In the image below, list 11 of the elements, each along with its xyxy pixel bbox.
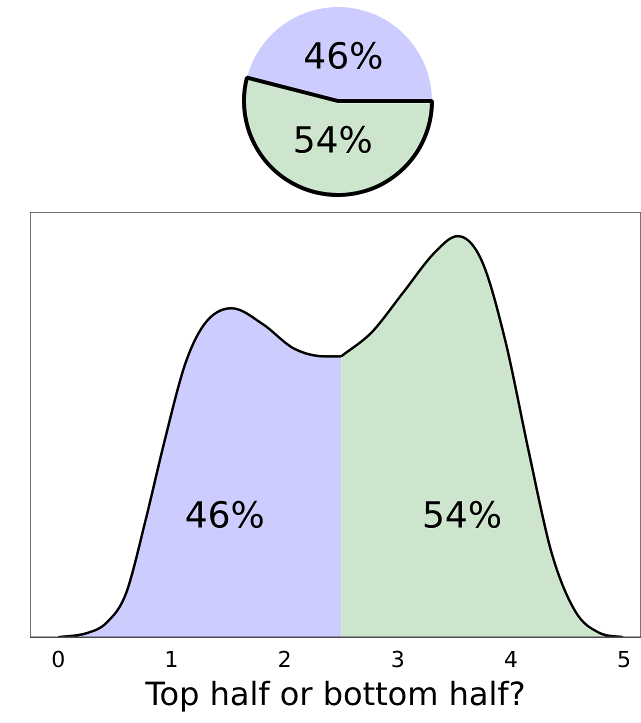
x-tick-label: 2 bbox=[278, 648, 292, 674]
x-axis-title: Top half or bottom half? bbox=[144, 675, 526, 714]
annotation: 54% bbox=[422, 496, 502, 537]
x-tick-label: 1 bbox=[164, 648, 178, 674]
x-tick-label: 5 bbox=[617, 648, 632, 674]
annotation: 46% bbox=[184, 496, 265, 537]
x-tick-label: 4 bbox=[504, 648, 518, 674]
data-label: 46% bbox=[303, 36, 384, 78]
x-tick-label: 0 bbox=[51, 648, 66, 674]
x-tick-label: 3 bbox=[390, 648, 405, 674]
data-label: 54% bbox=[292, 120, 373, 162]
